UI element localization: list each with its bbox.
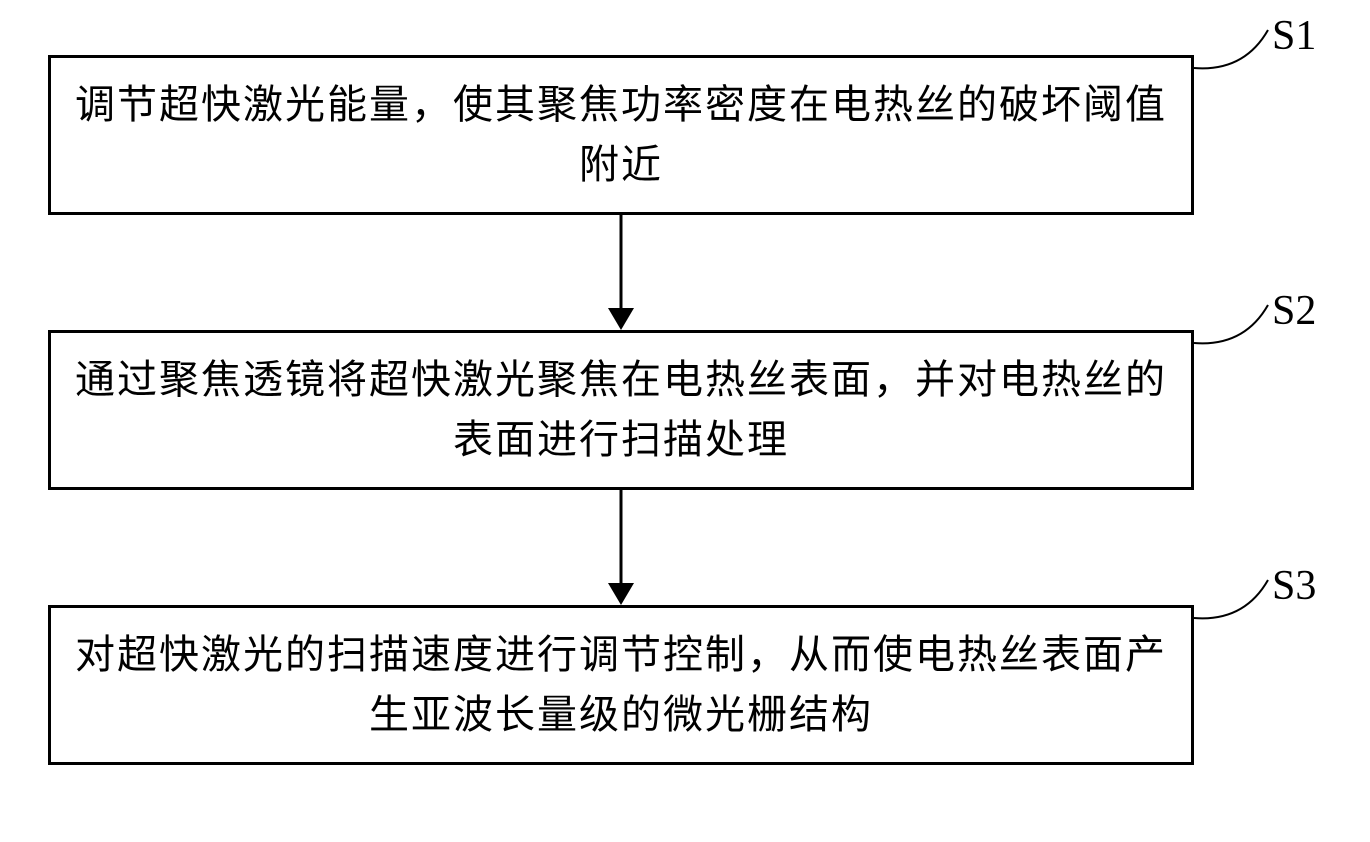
- flowchart-canvas: 调节超快激光能量，使其聚焦功率密度在电热丝的破坏阈值附近 S1 通过聚焦透镜将超…: [0, 0, 1370, 842]
- leader-s3: [0, 0, 1370, 842]
